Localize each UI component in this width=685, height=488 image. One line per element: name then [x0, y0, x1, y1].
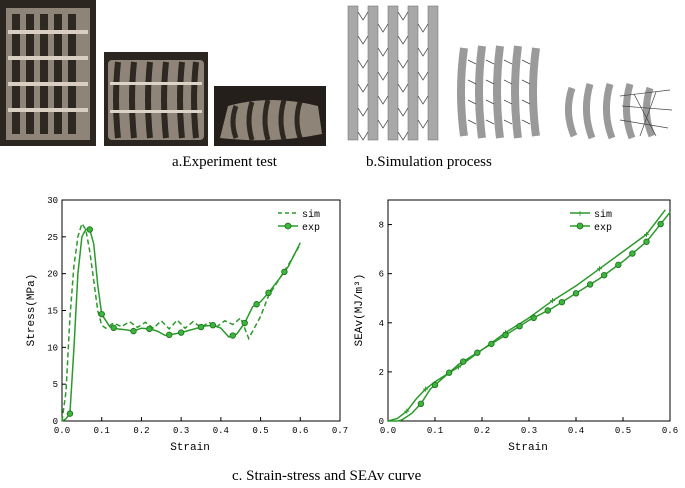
caption-curves: c. Strain-stress and SEAv curve [232, 468, 422, 484]
series-exp-point [643, 238, 650, 245]
series-exp-point [445, 369, 453, 376]
legend-sim-label: sim [594, 209, 612, 221]
series-sim-point [550, 298, 555, 304]
simulation-render-3 [560, 76, 674, 144]
legend-exp-marker [284, 222, 292, 230]
series-exp-line [61, 228, 301, 422]
y-tick-label: 4 [379, 319, 384, 329]
x-tick-label: 0.7 [332, 426, 348, 436]
series-exp-point [98, 310, 105, 318]
stress-strain-chart: 0.0 0.1 0.2 0.3 0.4 0.5 0.6 0.7 0 5 10 15 20 25 30 sim… [26, 196, 348, 454]
series-sim-point [423, 386, 429, 392]
x-tick-label: 0.6 [662, 426, 678, 436]
experiment-photo-1 [0, 0, 96, 146]
y-tick-label: 15 [47, 307, 58, 317]
x-tick-label: 0.0 [380, 426, 396, 436]
series-exp-point [544, 307, 551, 314]
series-exp-point [629, 250, 636, 257]
series-exp-line [388, 211, 671, 422]
x-axis-label: Strain [508, 442, 548, 454]
series-exp-point [166, 331, 173, 339]
y-tick-label: 25 [47, 233, 58, 243]
series-exp-point [572, 290, 580, 297]
series-exp-point [241, 319, 248, 327]
y-tick-label: 8 [379, 221, 384, 231]
x-tick-label: 0.2 [133, 426, 149, 436]
legend-sim-marker: + [577, 210, 583, 221]
x-tick-label: 0.6 [292, 426, 308, 436]
series-exp-point [516, 323, 523, 330]
y-tick-label: 0 [53, 417, 58, 427]
experiment-photo-3 [214, 86, 326, 146]
series-exp-point [488, 340, 495, 348]
series-sim-line [61, 221, 301, 422]
caption-experiment-test: a.Experiment test [172, 154, 277, 170]
x-tick-label: 0.5 [252, 426, 268, 436]
legend: sim exp [278, 209, 320, 234]
y-axis-label: Stress(MPa) [26, 274, 38, 347]
series-exp-point [459, 358, 467, 365]
y-tick-label: 10 [47, 343, 58, 353]
series-exp-point [431, 381, 439, 389]
series-exp-point [130, 327, 137, 335]
x-tick-label: 0.2 [474, 426, 490, 436]
x-tick-label: 0.1 [94, 426, 110, 436]
legend-exp-marker [576, 222, 584, 230]
simulation-render-1 [344, 2, 448, 144]
series-exp-point [530, 314, 537, 322]
series-sim-line [387, 209, 666, 422]
legend: + sim exp [570, 209, 612, 234]
legend-exp-label: exp [302, 223, 320, 234]
plot-frame [61, 199, 341, 422]
series-exp-point [177, 329, 185, 336]
series-exp-point [146, 325, 153, 333]
legend-sim-label: sim [302, 209, 320, 221]
series-exp-point [586, 281, 594, 288]
plot-frame [387, 199, 671, 422]
series-exp-point [197, 323, 205, 331]
series-exp-point [417, 400, 425, 408]
series-exp-point [110, 324, 117, 332]
series-sim-point [404, 408, 410, 414]
y-tick-label: 0 [379, 417, 384, 427]
series-sim-point [597, 266, 602, 272]
x-axis-label: Strain [170, 442, 210, 454]
series-exp-point [66, 410, 74, 417]
y-tick-label: 20 [47, 270, 58, 280]
series-exp-point [600, 271, 608, 279]
series-exp-point [265, 289, 272, 297]
y-tick-label: 30 [47, 196, 58, 206]
y-tick-label: 2 [379, 368, 384, 378]
y-tick-label: 6 [379, 270, 384, 280]
series-exp-point [86, 226, 93, 233]
seav-strain-chart: 0.0 0.1 0.2 0.3 0.4 0.5 0.6 0 2 4 6 8 + sim exp Str… [354, 199, 678, 454]
series-exp-point [253, 301, 260, 308]
series-exp-point [281, 268, 288, 276]
series-exp-point [657, 220, 664, 228]
series-sim-point [644, 231, 649, 237]
experiment-photo-2 [104, 52, 208, 146]
caption-simulation-process: b.Simulation process [366, 154, 492, 170]
y-axis-label: SEAv(MJ/m³) [354, 274, 366, 347]
x-tick-label: 0.4 [213, 426, 229, 436]
x-tick-label: 0.0 [54, 426, 70, 436]
x-tick-label: 0.1 [427, 426, 443, 436]
series-exp-point [558, 298, 566, 306]
legend-exp-label: exp [594, 223, 612, 234]
x-tick-label: 0.3 [521, 426, 537, 436]
x-tick-label: 0.5 [615, 426, 631, 436]
series-exp-point [229, 332, 236, 339]
series-exp-point [209, 322, 217, 329]
simulation-render-2 [454, 40, 552, 144]
y-tick-label: 5 [53, 380, 58, 390]
x-tick-label: 0.4 [568, 426, 584, 436]
series-exp-point [474, 349, 481, 356]
x-tick-label: 0.3 [173, 426, 189, 436]
series-exp-point [502, 331, 509, 339]
series-exp-point [615, 261, 622, 269]
